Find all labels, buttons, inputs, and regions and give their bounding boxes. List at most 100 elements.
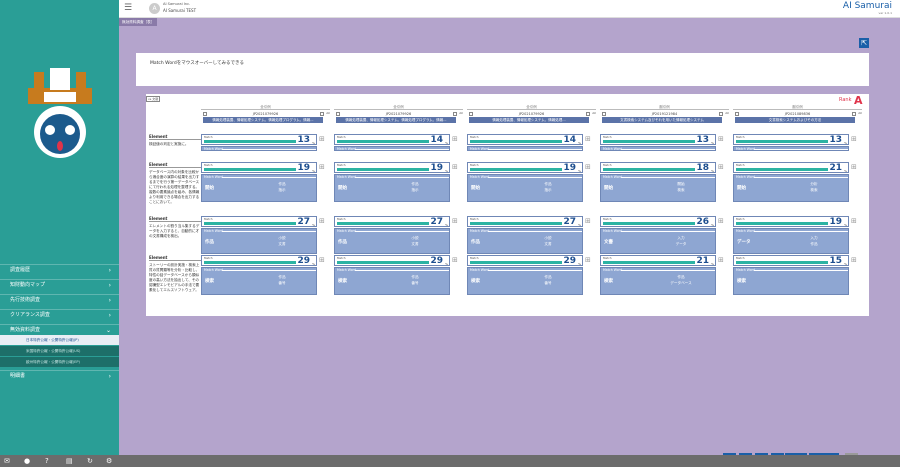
settings-icon[interactable]: ⚙ — [106, 457, 113, 465]
sidebar-item-clearance[interactable]: クリアランス調査 › — [0, 309, 119, 320]
detail-icon[interactable]: ⊞ — [718, 256, 724, 264]
sidebar-item-specification[interactable]: 明細書 › — [0, 370, 119, 381]
match-bar — [337, 261, 429, 264]
match-word-label: Match Word — [603, 268, 622, 272]
column-checkbox[interactable] — [735, 112, 739, 116]
divider — [355, 231, 449, 232]
match-word-value: 検索 — [677, 188, 685, 192]
all-checkbox[interactable] — [719, 112, 723, 116]
patent-number[interactable]: JP2021079926 — [252, 112, 279, 116]
detail-icon[interactable]: ⊞ — [585, 135, 591, 143]
notification-icon[interactable]: ✉ — [4, 457, 10, 465]
match-score-box: Match 27% — [201, 216, 317, 227]
detail-icon[interactable]: ⊞ — [851, 163, 857, 171]
top-bar: ☰ A AI Samurai Inc. AI Samurai TEST AI S… — [119, 0, 900, 18]
percent-sign: % — [711, 141, 714, 145]
refresh-icon[interactable]: ↻ — [87, 457, 93, 465]
match-score: 19 — [430, 163, 443, 173]
sidebar-subitem-ep[interactable]: 欧州特許公報・公開特許公報(EP) — [0, 357, 119, 367]
all-checkbox[interactable] — [320, 112, 324, 116]
all-checkbox[interactable] — [852, 112, 856, 116]
tab-invalidity-table[interactable]: 無効資料調査［表］ — [119, 18, 158, 26]
percent-sign: % — [711, 223, 714, 227]
match-label: Match — [470, 163, 479, 167]
patent-number[interactable]: JP2019121984 — [651, 112, 678, 116]
detail-icon[interactable]: ⊞ — [851, 256, 857, 264]
detail-icon[interactable]: ⊞ — [452, 163, 458, 171]
match-word-box: Match Word — [467, 146, 583, 151]
divider — [488, 270, 582, 271]
patent-number[interactable]: JP2021079926 — [518, 112, 545, 116]
column-checkbox[interactable] — [469, 112, 473, 116]
match-word-key: 文書 — [604, 240, 613, 245]
match-score-box: Match 13% — [201, 134, 317, 145]
detail-icon[interactable]: ⊞ — [452, 135, 458, 143]
export-icon[interactable]: ⇱ — [859, 38, 869, 48]
column-checkbox[interactable] — [203, 112, 207, 116]
sidebar-subitem-jp[interactable]: 日本特許公報・公開特許公報(JP) — [0, 335, 119, 345]
column-checkbox[interactable] — [602, 112, 606, 116]
results-card: vs 文献 Rank A 全引例 JP2021079926 All 情報処理装置、情報… — [146, 94, 869, 316]
detail-icon[interactable]: ⊞ — [851, 217, 857, 225]
detail-icon[interactable]: ⊞ — [585, 256, 591, 264]
detail-icon[interactable]: ⊞ — [718, 163, 724, 171]
match-word-label: Match Word — [470, 175, 489, 179]
match-word-label: Match Word — [736, 175, 755, 179]
help-icon[interactable]: ? — [45, 457, 49, 465]
match-word-box: Match Word 検索 作品 番号 — [334, 267, 450, 295]
sidebar-subitem-us[interactable]: 米国特許公報・公開特許公報(US) — [0, 346, 119, 356]
product-name: AI Samurai TEST — [163, 8, 197, 13]
percent-sign: % — [312, 223, 315, 227]
match-word-label: Match Word — [736, 229, 755, 233]
divider — [222, 231, 316, 232]
element-text: データベース内の対象を比較から適合度の演算の結果を出力するまでを行う第一データベ… — [149, 170, 200, 204]
match-word-key: 検索 — [737, 279, 746, 284]
sidebar-item-invalidity[interactable]: 無効資料調査 ⌄ — [0, 324, 119, 335]
detail-icon[interactable]: ⊞ — [851, 135, 857, 143]
patent-number[interactable]: JP2021089836 — [784, 112, 811, 116]
detail-icon[interactable]: ⊞ — [319, 163, 325, 171]
match-word-value: 番号 — [411, 281, 419, 285]
all-checkbox[interactable] — [586, 112, 590, 116]
all-label: All — [592, 111, 596, 115]
hamburger-icon[interactable]: ☰ — [124, 3, 133, 13]
detail-icon[interactable]: ⊞ — [718, 135, 724, 143]
match-score-box: Match 15% — [733, 255, 849, 266]
patent-title: 情報処理装置、情報処理システム、情報処理プログラム、情報... — [336, 117, 456, 123]
sidebar-item-label: 知財動向マップ — [10, 282, 46, 288]
match-grid: Match 13% ⊞ Match Word Match 14% ⊞ Match Word Ma… — [201, 134, 866, 314]
all-checkbox[interactable] — [453, 112, 457, 116]
detail-icon[interactable]: ⊞ — [585, 163, 591, 171]
patent-number[interactable]: JP2021079926 — [385, 112, 412, 116]
match-word-value: 作品 — [677, 275, 685, 279]
sidebar-item-label: 明細書 — [10, 373, 26, 379]
detail-icon[interactable]: ⊞ — [452, 256, 458, 264]
label-tag: vs 文献 — [146, 96, 161, 102]
match-word-value: 作品 — [544, 182, 552, 186]
divider — [488, 177, 582, 178]
detail-icon[interactable]: ⊞ — [452, 217, 458, 225]
match-word-box: Match Word 作品 小説 文書 — [201, 228, 317, 254]
chat-icon[interactable]: ● — [24, 457, 31, 465]
match-bar — [603, 222, 695, 225]
sidebar-item-ip-map[interactable]: 知財動向マップ › — [0, 279, 119, 290]
detail-icon[interactable]: ⊞ — [319, 135, 325, 143]
match-label: Match — [337, 163, 346, 167]
detail-icon[interactable]: ⊞ — [319, 217, 325, 225]
detail-icon[interactable]: ⊞ — [319, 256, 325, 264]
match-word-box: Match Word — [600, 146, 716, 151]
sidebar-item-prior-art[interactable]: 先行技術調査 › — [0, 294, 119, 305]
match-score: 14 — [563, 135, 576, 145]
percent-sign: % — [312, 262, 315, 266]
match-bar — [470, 222, 562, 225]
document-icon[interactable]: ▤ — [66, 457, 73, 465]
match-label: Match — [736, 163, 745, 167]
match-word-value: 作品 — [810, 242, 818, 246]
element-label: Element — [149, 216, 201, 222]
detail-icon[interactable]: ⊞ — [585, 217, 591, 225]
match-word-label: Match Word — [204, 229, 223, 233]
percent-sign: % — [844, 141, 847, 145]
column-checkbox[interactable] — [336, 112, 340, 116]
sidebar-item-history[interactable]: 調査履歴 › — [0, 264, 119, 275]
detail-icon[interactable]: ⊞ — [718, 217, 724, 225]
